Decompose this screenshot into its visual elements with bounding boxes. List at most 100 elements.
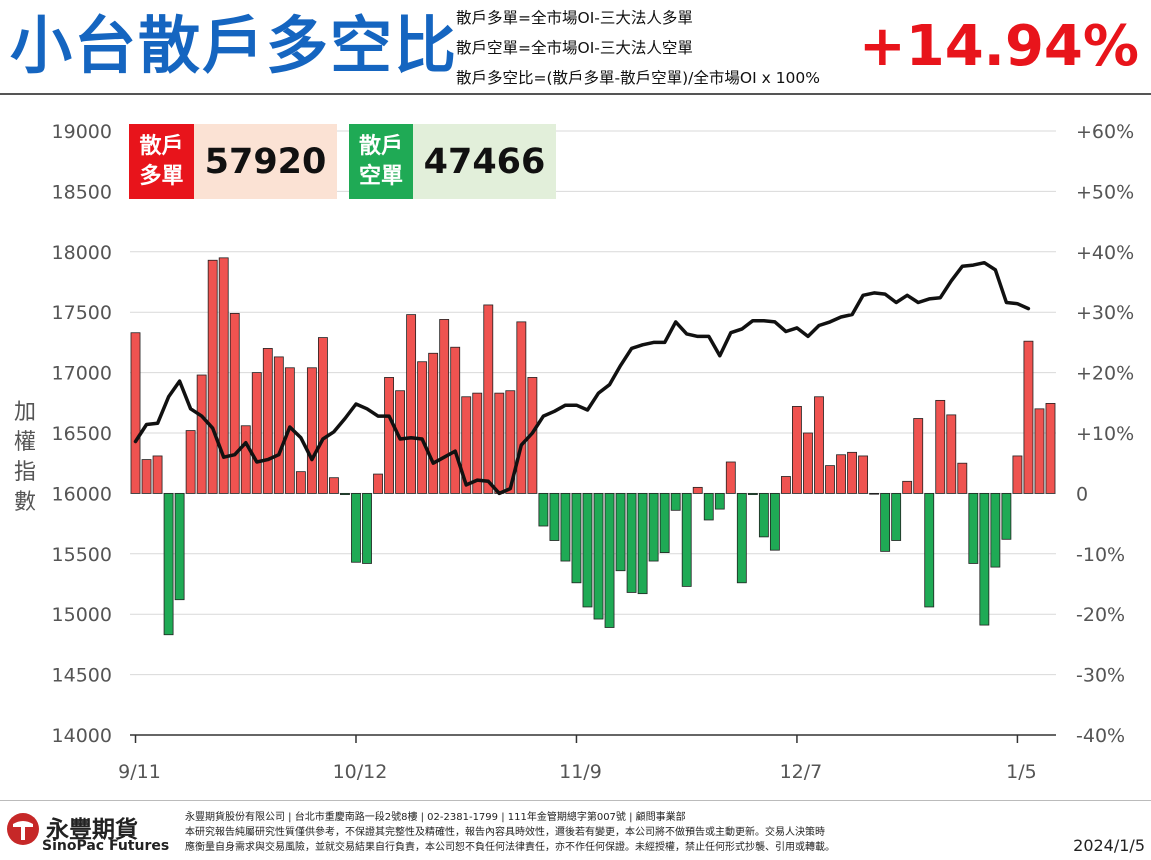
- ratio-bar: [207, 259, 218, 494]
- right-tick-label: -30%: [1076, 665, 1125, 687]
- x-tick-label: 12/7: [780, 761, 823, 783]
- ratio-bar: [494, 392, 505, 494]
- ratio-bar: [803, 432, 813, 494]
- ratio-bar: [1045, 403, 1056, 494]
- ratio-bar: [295, 471, 306, 494]
- ratio-bar: [604, 492, 615, 628]
- ratio-bars: [130, 257, 1056, 636]
- disclaimer-line-3: 應衡量自身需求與交易風險，並就交易結果自行負責，本公司恕不負任何法律責任，亦不作…: [185, 842, 835, 853]
- disclaimer-line-2: 本研究報告純屬研究性質僅供參考，不保證其完整性及精確性，報告內容具時效性，邇後若…: [185, 827, 825, 838]
- y-axis-label: 加權指數: [13, 400, 36, 515]
- ratio-bar: [538, 492, 549, 527]
- long-box-label-1: 散戶: [139, 133, 184, 159]
- brand-name-en: SinoPac Futures: [42, 838, 170, 854]
- ratio-bar: [968, 492, 979, 564]
- page-title: 小台散戶多空比: [10, 9, 459, 82]
- ratio-bar: [152, 455, 163, 494]
- ratio-bar: [163, 492, 174, 636]
- ratio-bar: [240, 425, 251, 494]
- right-tick-label: -10%: [1076, 544, 1125, 566]
- ratio-bar: [670, 492, 681, 511]
- ratio-bar: [758, 492, 769, 538]
- ratio-bar: [384, 377, 394, 494]
- ratio-bar: [472, 392, 483, 494]
- ratio-bar: [560, 492, 571, 562]
- ratio-bar: [461, 396, 472, 494]
- ratio-bar: [615, 492, 626, 572]
- ratio-bar: [185, 430, 196, 494]
- brand-name-cn: 永豐期貨: [46, 817, 138, 843]
- ratio-bar: [990, 492, 1001, 568]
- right-tick-label: +20%: [1076, 363, 1134, 385]
- formula-ratio: 散戶多空比=(散戶多單-散戶空單)/全市場OI x 100%: [456, 69, 821, 87]
- ratio-bar: [648, 492, 659, 562]
- ratio-bar: [417, 361, 428, 494]
- ratio-bar: [340, 492, 350, 496]
- ratio-bar: [229, 313, 240, 494]
- ratio-bar: [747, 492, 758, 496]
- ratio-bar: [141, 459, 152, 494]
- ratio-bar: [814, 396, 824, 494]
- ratio-bar: [935, 399, 946, 494]
- x-tick-label: 10/12: [333, 761, 388, 783]
- ratio-bar: [450, 346, 461, 494]
- formula-long: 散戶多單=全市場OI-三大法人多單: [456, 9, 693, 27]
- ratio-bar: [659, 492, 670, 553]
- ratio-bar: [262, 348, 273, 494]
- ratio-bar: [792, 406, 802, 494]
- formula-short: 散戶空單=全市場OI-三大法人空單: [456, 39, 693, 57]
- ratio-bar: [847, 451, 857, 494]
- right-axis-ticks: +60% +50% +40% +30% +20% +10% 0 -10% -20% -30% -40…: [1076, 121, 1134, 747]
- footer-divider: [0, 800, 1151, 801]
- short-box-label-1: 散戶: [358, 133, 403, 159]
- ratio-bar: [769, 492, 780, 551]
- ratio-bar: [703, 492, 714, 521]
- right-tick-label: -20%: [1076, 604, 1125, 626]
- ratio-bar: [1001, 492, 1012, 540]
- ratio-bar: [273, 356, 284, 494]
- ratio-bar: [1012, 455, 1023, 494]
- ratio-bar: [505, 390, 516, 494]
- ratio-bar: [725, 461, 736, 494]
- ratio-bar: [1023, 340, 1034, 494]
- ratio-bar: [902, 480, 913, 494]
- ratio-bar: [681, 492, 692, 587]
- ratio-bar: [692, 486, 703, 494]
- chart-area: 19000 18500 18000 17500 17000 16500 16000 15500…: [52, 121, 1135, 783]
- long-box-label: 散戶 多單: [129, 124, 194, 199]
- left-tick-label: 16000: [52, 483, 112, 505]
- ratio-bar: [130, 332, 141, 494]
- left-tick-label: 19000: [52, 121, 112, 143]
- ratio-bar: [979, 492, 990, 626]
- ratio-bar: [362, 492, 372, 564]
- right-tick-label: +40%: [1076, 242, 1134, 264]
- ratio-bar: [251, 372, 262, 494]
- x-axis-ticks: 9/11 10/12 11/9 12/7 1/5: [118, 735, 1037, 783]
- short-box-label-2: 空單: [358, 163, 403, 189]
- x-tick-label: 9/11: [118, 761, 161, 783]
- long-box-label-2: 多單: [139, 163, 184, 189]
- ratio-bar: [836, 454, 846, 494]
- ratio-bar: [483, 304, 494, 494]
- header-divider: [0, 93, 1151, 95]
- ratio-bar: [946, 414, 957, 494]
- ratio-bar: [637, 492, 648, 595]
- ratio-bar: [218, 257, 229, 494]
- ratio-bar: [196, 374, 207, 494]
- left-tick-label: 16500: [52, 423, 112, 445]
- ratio-bar: [880, 492, 891, 552]
- ratio-bar: [317, 337, 328, 494]
- ratio-bar: [858, 455, 869, 494]
- ratio-bar: [549, 492, 560, 541]
- short-box-label: 散戶 空單: [349, 124, 413, 199]
- report-date: 2024/1/5: [1073, 836, 1145, 855]
- right-tick-label: -40%: [1076, 725, 1125, 747]
- x-tick-label: 11/9: [559, 761, 602, 783]
- ratio-bar: [924, 492, 935, 608]
- ratio-bar: [736, 492, 747, 584]
- left-tick-label: 15000: [52, 604, 112, 626]
- ratio-bar: [306, 367, 317, 494]
- ratio-bar: [825, 465, 835, 494]
- index-line: [133, 260, 1031, 496]
- ratio-bar: [439, 319, 450, 494]
